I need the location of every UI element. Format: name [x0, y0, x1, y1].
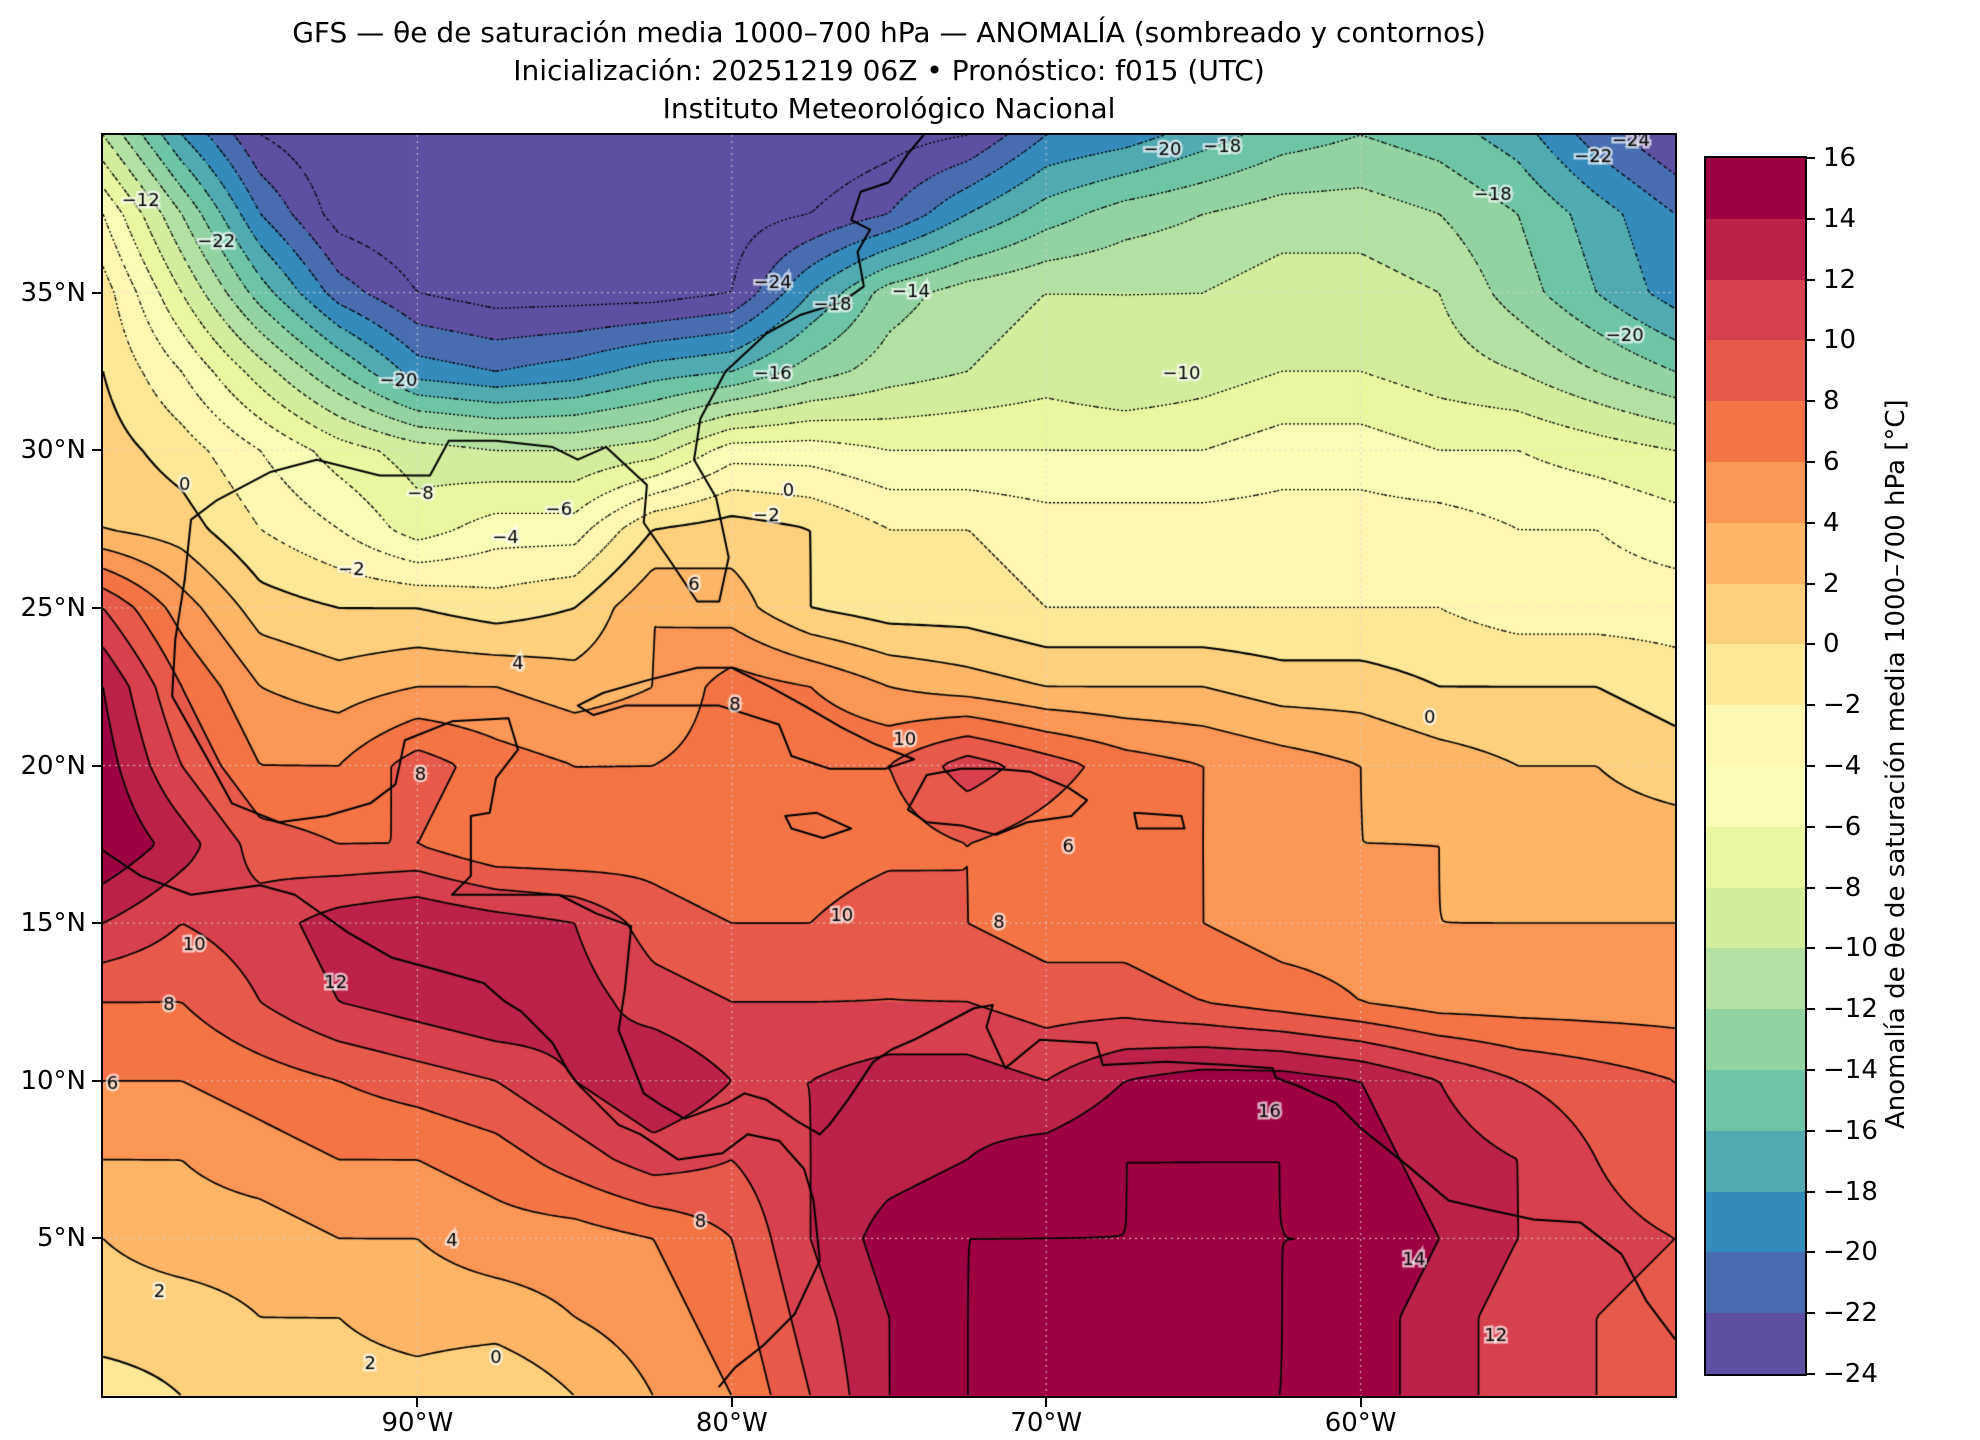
colorbar-band [1706, 583, 1805, 645]
colorbar-tick-mark [1807, 1069, 1815, 1071]
colorbar-tick-label: −2 [1823, 690, 1862, 721]
colorbar-tick-label: 8 [1823, 386, 1840, 417]
chart-title: GFS — θe de saturación media 1000–700 hP… [292, 16, 1486, 49]
colorbar-band [1706, 1009, 1805, 1070]
colorbar-tick-mark [1807, 400, 1815, 403]
colorbar-tick-mark [1807, 825, 1815, 828]
y-tick-mark [92, 764, 101, 767]
colorbar-tick-label: −10 [1823, 933, 1878, 964]
x-tick-label: 70°W [1010, 1408, 1083, 1438]
colorbar-tick-mark [1807, 765, 1815, 767]
y-tick-label: 5°N [37, 1223, 86, 1254]
title-block: GFS — θe de saturación media 1000–700 hP… [103, 14, 1675, 128]
y-tick-label: 15°N [20, 908, 86, 939]
colorbar-tick-label: −16 [1823, 1115, 1878, 1146]
colorbar-tick-mark [1807, 521, 1815, 524]
colorbar-tick-mark [1807, 1312, 1815, 1315]
colorbar-band [1706, 158, 1805, 219]
colorbar-tick-mark [1807, 886, 1815, 889]
colorbar-tick-mark [1807, 643, 1815, 646]
map-plot [101, 133, 1677, 1398]
colorbar-band [1706, 1313, 1805, 1374]
y-tick-label: 20°N [20, 750, 86, 781]
colorbar-band [1706, 948, 1805, 1010]
colorbar-tick-mark [1807, 157, 1815, 159]
colorbar-tick-mark [1807, 947, 1815, 950]
colorbar-tick-label: −20 [1823, 1237, 1878, 1268]
y-tick-mark [92, 291, 101, 294]
colorbar-tick-label: −4 [1823, 751, 1862, 781]
y-tick-label: 10°N [20, 1065, 86, 1096]
colorbar-band [1706, 279, 1805, 341]
colorbar-band [1706, 644, 1805, 706]
colorbar-tick-label: 2 [1823, 568, 1840, 599]
y-tick-label: 25°N [20, 592, 86, 623]
colorbar-tick-mark [1807, 1129, 1815, 1132]
x-tick-label: 90°W [381, 1408, 454, 1438]
colorbar-tick-mark [1807, 339, 1815, 342]
colorbar-tick-mark [1807, 1373, 1815, 1375]
colorbar-tick-mark [1807, 461, 1815, 463]
colorbar-tick-label: 16 [1823, 143, 1857, 173]
y-tick-mark [92, 1079, 101, 1082]
colorbar-band [1706, 705, 1805, 766]
colorbar-tick-mark [1807, 582, 1815, 585]
y-tick-mark [92, 449, 101, 452]
y-tick-label: 30°N [20, 435, 86, 466]
colorbar-tick-label: 4 [1823, 507, 1840, 538]
x-tick-label: 60°W [1324, 1408, 1397, 1438]
colorbar-band [1706, 522, 1805, 584]
y-tick-mark [92, 922, 101, 925]
x-tick-mark [1045, 1398, 1048, 1407]
colorbar-band [1706, 1069, 1805, 1131]
colorbar-band [1706, 461, 1805, 523]
colorbar-band [1706, 218, 1805, 280]
colorbar-band [1706, 1191, 1805, 1253]
colorbar-tick-mark [1807, 704, 1815, 707]
colorbar-tick-label: −18 [1823, 1176, 1878, 1207]
colorbar-tick-label: −14 [1823, 1055, 1878, 1085]
colorbar-band [1706, 1252, 1805, 1314]
y-tick-mark [92, 1237, 101, 1240]
chart-subtitle: Inicialización: 20251219 06Z • Pronóstic… [513, 54, 1265, 87]
colorbar-tick-mark [1807, 1190, 1815, 1193]
colorbar-band [1706, 887, 1805, 949]
colorbar-tick-label: 6 [1823, 447, 1840, 477]
colorbar-band [1706, 1130, 1805, 1192]
x-tick-mark [1359, 1398, 1362, 1407]
colorbar-tick-label: 14 [1823, 203, 1857, 234]
x-tick-label: 80°W [695, 1408, 768, 1438]
colorbar-tick-label: −24 [1823, 1359, 1878, 1389]
colorbar-tick-mark [1807, 217, 1815, 220]
colorbar-tick-label: −12 [1823, 994, 1878, 1025]
colorbar-band [1706, 826, 1805, 888]
x-tick-mark [730, 1398, 733, 1407]
colorbar-tick-mark [1807, 1008, 1815, 1011]
colorbar-tick-mark [1807, 1251, 1815, 1254]
colorbar-tick-mark [1807, 278, 1815, 281]
map-canvas [103, 135, 1675, 1396]
chart-institution: Instituto Meteorológico Nacional [662, 92, 1116, 125]
colorbar-band [1706, 340, 1805, 402]
y-tick-label: 35°N [20, 277, 86, 308]
colorbar-label: Anomalía de θe de saturación media 1000–… [1881, 399, 1911, 1129]
y-tick-mark [92, 606, 101, 609]
colorbar-tick-label: −6 [1823, 811, 1862, 842]
x-tick-mark [416, 1398, 419, 1407]
colorbar [1704, 156, 1807, 1376]
colorbar-tick-label: −22 [1823, 1298, 1878, 1329]
colorbar-tick-label: 10 [1823, 325, 1857, 356]
colorbar-band [1706, 765, 1805, 827]
colorbar-tick-label: 0 [1823, 629, 1840, 660]
colorbar-band [1706, 401, 1805, 462]
colorbar-tick-label: 12 [1823, 264, 1857, 295]
colorbar-tick-label: −8 [1823, 872, 1862, 903]
